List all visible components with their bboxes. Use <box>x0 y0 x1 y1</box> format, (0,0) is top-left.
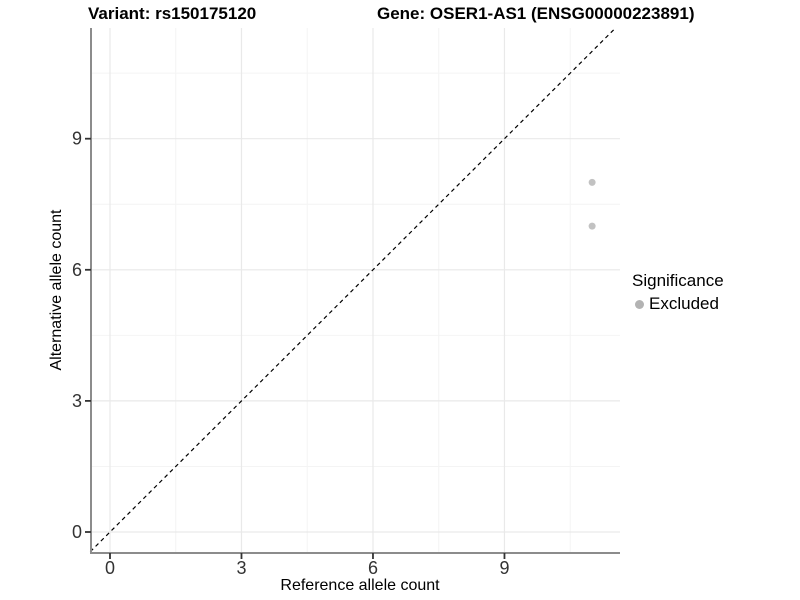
gene-title: Gene: OSER1-AS1 (ENSG00000223891) <box>377 4 695 23</box>
data-point <box>588 178 596 186</box>
x-tick-label: 0 <box>105 558 115 578</box>
y-tick-label: 9 <box>72 129 82 149</box>
x-tick-label: 6 <box>368 558 378 578</box>
x-axis-title: Reference allele count <box>280 577 440 594</box>
y-axis-title: Alternative allele count <box>48 209 65 371</box>
legend-key-dot <box>635 299 644 309</box>
x-tick-label: 3 <box>236 558 246 578</box>
legend: Significance Excluded <box>632 271 724 314</box>
variant-title: Variant: rs150175120 <box>88 4 257 23</box>
legend-item-label: Excluded <box>649 294 719 313</box>
y-tick-label: 6 <box>72 260 82 280</box>
identity-line <box>89 27 616 553</box>
y-tick-label: 0 <box>72 522 82 542</box>
data-point <box>588 222 596 230</box>
legend-item-excluded: Excluded <box>632 294 724 314</box>
x-tick-label: 9 <box>499 558 509 578</box>
y-tick-label: 3 <box>72 391 82 411</box>
legend-title: Significance <box>632 271 724 290</box>
